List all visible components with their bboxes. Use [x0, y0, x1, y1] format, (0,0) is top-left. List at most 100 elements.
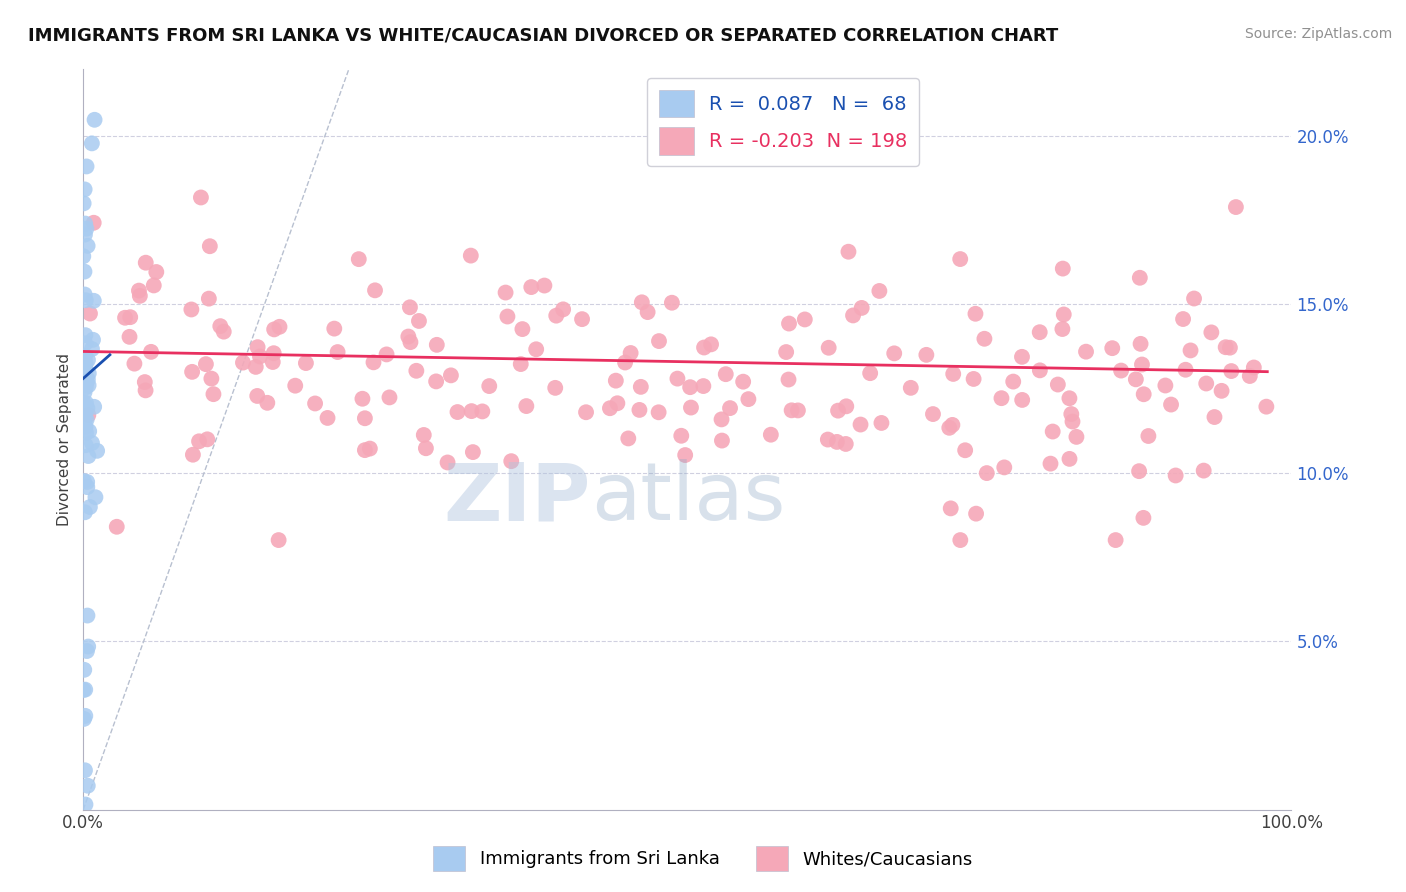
Point	[965, 507, 987, 521]
Point	[1215, 340, 1237, 354]
Point	[76, 239, 98, 253]
Point	[868, 284, 890, 298]
Point	[1220, 364, 1243, 378]
Point	[1164, 468, 1187, 483]
Point	[973, 332, 995, 346]
Point	[198, 239, 221, 253]
Point	[82, 333, 104, 347]
Point	[775, 345, 797, 359]
Point	[671, 429, 693, 443]
Point	[620, 346, 643, 360]
Point	[460, 404, 482, 418]
Point	[83, 216, 105, 230]
Point	[75, 362, 97, 376]
Point	[134, 375, 156, 389]
Point	[249, 350, 271, 364]
Point	[135, 256, 157, 270]
Point	[922, 407, 945, 421]
Point	[883, 346, 905, 360]
Point	[295, 356, 318, 370]
Point	[73, 287, 96, 301]
Point	[72, 367, 94, 381]
Point	[246, 389, 269, 403]
Point	[520, 280, 543, 294]
Point	[128, 284, 150, 298]
Point	[72, 196, 94, 211]
Point	[965, 307, 987, 321]
Point	[352, 392, 374, 406]
Point	[75, 380, 97, 394]
Point	[938, 421, 960, 435]
Point	[993, 460, 1015, 475]
Point	[76, 644, 98, 658]
Point	[976, 466, 998, 480]
Point	[75, 372, 97, 386]
Point	[962, 372, 984, 386]
Point	[1053, 308, 1076, 322]
Point	[75, 221, 97, 235]
Point	[949, 533, 972, 547]
Point	[72, 249, 94, 263]
Point	[1042, 425, 1064, 439]
Point	[1219, 341, 1241, 355]
Point	[76, 412, 98, 426]
Point	[870, 416, 893, 430]
Point	[1011, 350, 1033, 364]
Point	[849, 417, 872, 432]
Point	[405, 364, 427, 378]
Point	[77, 367, 100, 381]
Point	[76, 608, 98, 623]
Point	[86, 443, 108, 458]
Point	[606, 396, 628, 410]
Point	[76, 475, 98, 489]
Point	[75, 709, 97, 723]
Point	[1160, 398, 1182, 412]
Point	[710, 434, 733, 448]
Point	[363, 355, 385, 369]
Point	[80, 342, 103, 356]
Point	[75, 356, 97, 370]
Point	[73, 417, 96, 432]
Point	[949, 252, 972, 266]
Point	[139, 344, 162, 359]
Point	[512, 322, 534, 336]
Point	[1211, 384, 1233, 398]
Point	[75, 419, 97, 434]
Text: Source: ZipAtlas.com: Source: ZipAtlas.com	[1244, 27, 1392, 41]
Point	[77, 352, 100, 367]
Point	[73, 409, 96, 423]
Point	[75, 293, 97, 308]
Point	[990, 391, 1012, 405]
Point	[304, 396, 326, 410]
Point	[1128, 464, 1150, 478]
Point	[631, 295, 654, 310]
Point	[617, 432, 640, 446]
Point	[1039, 457, 1062, 471]
Point	[181, 448, 204, 462]
Point	[859, 366, 882, 380]
Point	[124, 357, 146, 371]
Point	[73, 357, 96, 371]
Point	[209, 319, 232, 334]
Point	[1256, 400, 1278, 414]
Point	[478, 379, 501, 393]
Point	[200, 371, 222, 385]
Point	[73, 712, 96, 726]
Point	[648, 334, 671, 348]
Text: ZIP: ZIP	[443, 459, 591, 537]
Point	[83, 400, 105, 414]
Point	[440, 368, 463, 383]
Point	[605, 374, 627, 388]
Point	[666, 371, 689, 385]
Point	[426, 338, 449, 352]
Point	[1130, 358, 1153, 372]
Point	[72, 682, 94, 697]
Point	[354, 443, 377, 458]
Point	[359, 442, 381, 456]
Point	[399, 300, 422, 314]
Point	[718, 401, 741, 416]
Point	[198, 292, 221, 306]
Point	[1104, 533, 1126, 547]
Text: atlas: atlas	[591, 459, 785, 537]
Point	[145, 265, 167, 279]
